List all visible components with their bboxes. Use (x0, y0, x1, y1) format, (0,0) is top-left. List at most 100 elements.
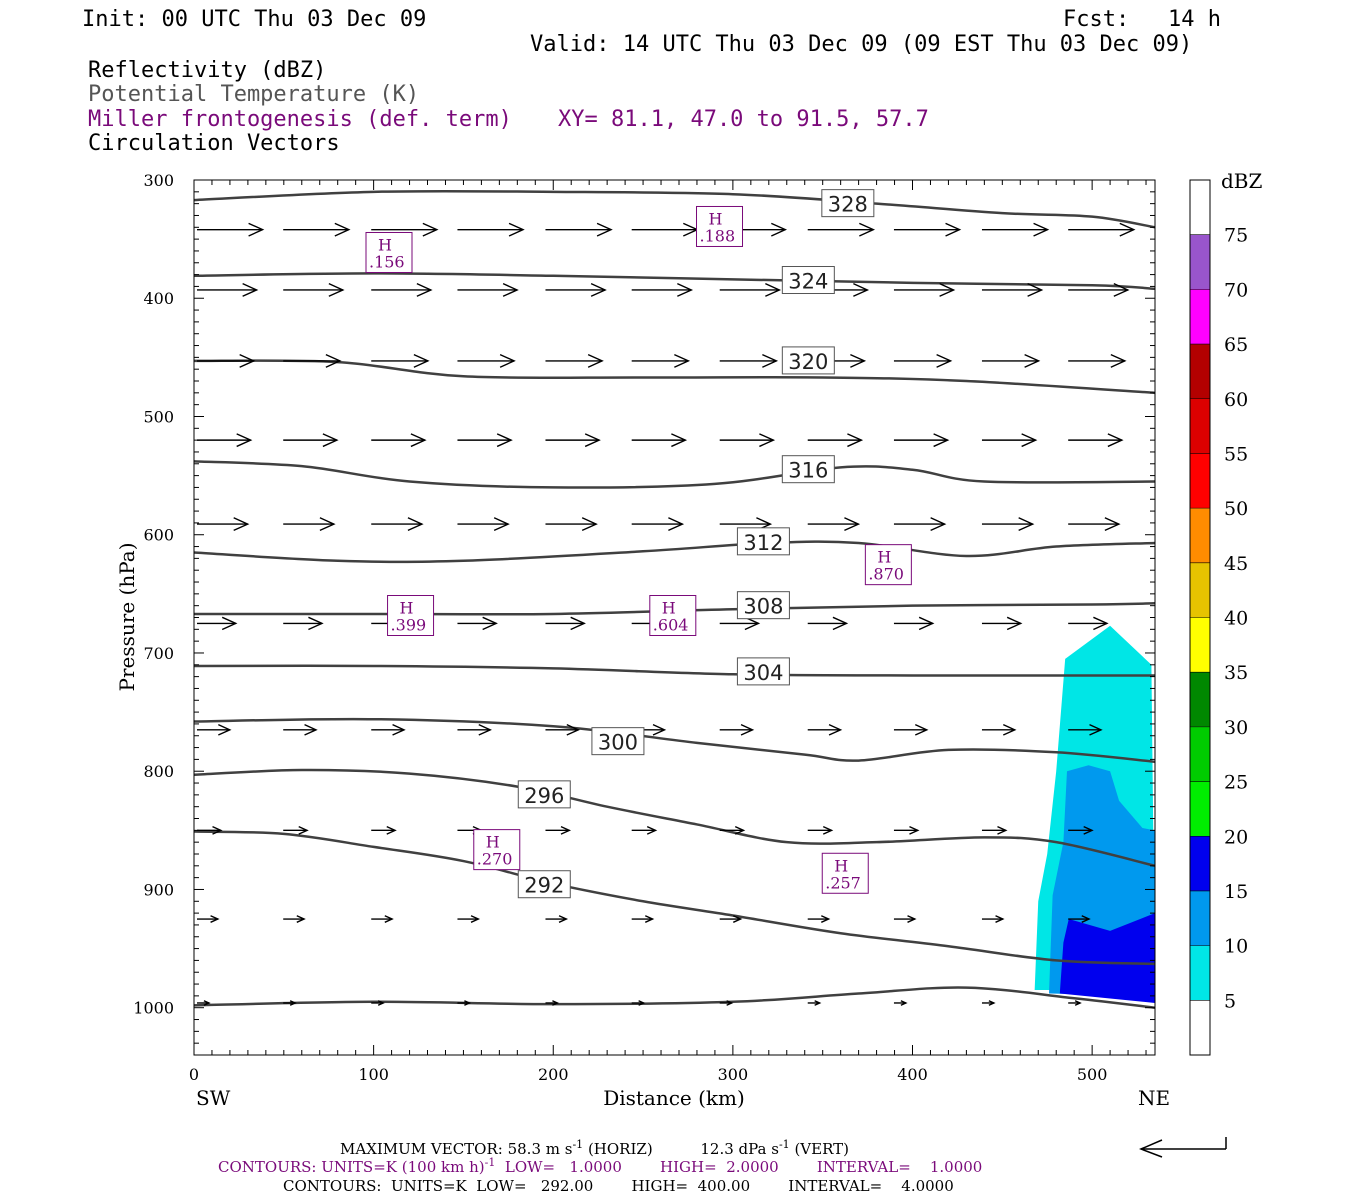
circulation-vector (631, 517, 685, 532)
x-tick-label: 0 (189, 1065, 199, 1084)
colorbar-swatch (1190, 1000, 1210, 1055)
theta-contour-320 (194, 359, 1155, 395)
vector-head (732, 915, 743, 923)
colorbar-label: 40 (1224, 608, 1248, 630)
vector-head (762, 353, 779, 368)
vector-head (1002, 724, 1017, 736)
theta-label-box (781, 266, 835, 295)
circulation-vector (197, 433, 253, 448)
theta-contour-label: 316 (788, 459, 828, 483)
theta-contour-296 (194, 768, 1155, 868)
xy-text: XY= 81.1, 47.0 to 91.5, 57.7 (558, 107, 929, 132)
circulation-vector (371, 433, 427, 448)
theta-contour-surface (194, 986, 1155, 1009)
vector-head (1033, 222, 1050, 237)
circulation-vector (719, 433, 776, 448)
colorbar-swatch (1190, 781, 1210, 837)
circulation-vector (457, 1000, 472, 1006)
y-tick-label: 500 (143, 407, 174, 426)
circulation-vector (719, 724, 755, 736)
tick-labels: 0 100 200 300 400 500 300 400 500 600 700 800 900 100… (133, 171, 1107, 1084)
circulation-vector (457, 724, 492, 736)
circulation-vector (893, 616, 935, 631)
vector-head (844, 517, 861, 532)
vector-head (900, 1000, 908, 1006)
circulation-vector (1068, 616, 1109, 631)
vector-head (821, 915, 831, 923)
max-label-value: .257 (825, 873, 861, 892)
y-tick-label: 1000 (133, 999, 174, 1018)
theta-contour-label: 304 (743, 661, 783, 685)
max-label-h: H (834, 856, 848, 875)
colorbar-title: dBZ (1221, 169, 1263, 193)
vector-head (936, 353, 953, 368)
vector-head (470, 915, 481, 923)
circulation-vector (631, 433, 688, 448)
vector-head (859, 222, 876, 237)
vector-head (212, 825, 223, 835)
circulation-vector (981, 353, 1041, 368)
field-reflectivity: Reflectivity (dBZ) (88, 58, 326, 83)
theta-layer (194, 189, 1155, 1009)
circulation-vector (631, 825, 658, 835)
circulation-vector (283, 1000, 297, 1006)
vector-head (771, 222, 788, 237)
vector-head (413, 353, 430, 368)
max-label-box (696, 205, 744, 247)
colorbar-swatch (1190, 617, 1210, 673)
vector-head (325, 353, 342, 368)
max-label-box (473, 829, 521, 871)
circulation-vector (807, 1000, 822, 1006)
circulation-vector (807, 616, 849, 631)
vector-head (304, 724, 318, 736)
circulation-vector (893, 1000, 908, 1006)
vector-head (1018, 517, 1035, 532)
x-tick-label: 100 (358, 1065, 389, 1084)
circulation-vector (197, 353, 256, 368)
max-label-value: .604 (653, 616, 689, 635)
vector-head (596, 222, 613, 237)
theta-contour-label: 320 (788, 350, 828, 374)
theta-contour-312 (194, 540, 1155, 564)
colorbar-swatch (1190, 726, 1210, 782)
init-text: Init: 00 UTC Thu 03 Dec 09 (82, 7, 426, 32)
circulation-vector (1068, 915, 1091, 923)
circulation-vector (893, 825, 920, 835)
vector-head (587, 353, 604, 368)
vector-head (239, 353, 256, 368)
colorbar-swatch (1190, 289, 1210, 345)
vector-head (566, 724, 580, 736)
circulation-vector (631, 915, 655, 923)
circulation-vector (545, 915, 569, 923)
circulation-vector (457, 433, 513, 448)
vector-head (677, 283, 694, 297)
colorbar-label: 15 (1224, 881, 1248, 903)
vector-head (334, 222, 351, 237)
vector-head (407, 517, 424, 532)
theta-contour-292 (194, 830, 1155, 966)
frontogenesis-max-label: H.870 (864, 544, 912, 586)
circulation-vector (545, 353, 604, 368)
vector-head (930, 517, 947, 532)
vector-head (744, 616, 761, 631)
y-tick-label: 400 (143, 289, 174, 308)
vector-head (939, 283, 956, 297)
theta-contour-label: 308 (743, 595, 783, 619)
max-label-box (821, 852, 869, 894)
circulation-vector (1068, 283, 1130, 297)
circulation-vector (457, 283, 519, 297)
theta-label-box (736, 657, 790, 686)
footer-contours-theta: CONTOURS: UNITS=K LOW= 292.00 HIGH= 400.… (283, 1177, 954, 1195)
sw-label: SW (196, 1086, 231, 1110)
vector-head (1107, 433, 1124, 448)
circulation-vector (631, 1000, 646, 1006)
vector-head (478, 724, 492, 736)
circulation-vector (545, 433, 601, 448)
vector-head (945, 222, 962, 237)
circulation-vector (981, 283, 1044, 297)
frontogenesis-max-label: H.399 (387, 595, 435, 636)
circulation-vector (545, 283, 607, 297)
circulation-vector (981, 433, 1038, 448)
circulation-vector (893, 283, 956, 297)
